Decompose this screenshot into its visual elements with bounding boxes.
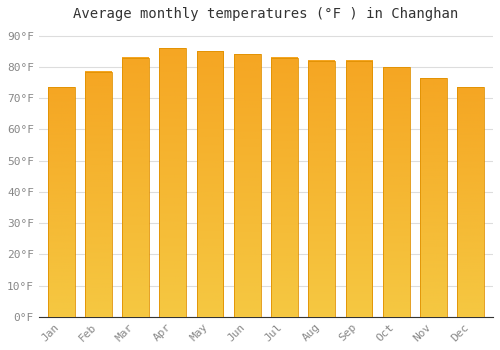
Bar [383,67,409,317]
Bar [458,87,484,317]
Title: Average monthly temperatures (°F ) in Changhan: Average monthly temperatures (°F ) in Ch… [74,7,458,21]
Bar [196,51,224,317]
Bar [122,57,149,317]
Bar [48,87,74,317]
Bar [308,61,335,317]
Bar [160,48,186,317]
Bar [346,61,372,317]
Bar [234,54,260,317]
Bar [271,57,298,317]
Bar [420,78,447,317]
Bar [85,71,112,317]
